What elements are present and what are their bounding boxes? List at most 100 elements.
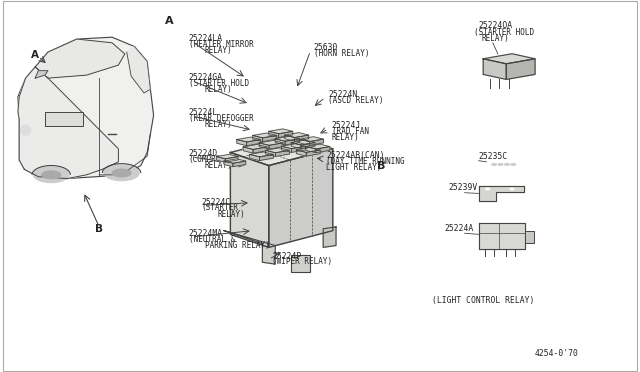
Polygon shape (306, 147, 316, 153)
Polygon shape (269, 129, 292, 134)
Ellipse shape (498, 163, 503, 166)
Polygon shape (306, 150, 320, 156)
Polygon shape (250, 154, 259, 161)
Text: LIGHT RELAY): LIGHT RELAY) (326, 163, 382, 172)
Polygon shape (296, 147, 320, 153)
Text: (HEATER MIRROR: (HEATER MIRROR (189, 39, 253, 48)
Text: 25224J: 25224J (332, 121, 361, 130)
Text: 25224GA: 25224GA (189, 73, 223, 82)
Text: (WIPER RELAY): (WIPER RELAY) (272, 257, 332, 266)
Polygon shape (224, 231, 275, 264)
Polygon shape (259, 154, 273, 161)
Text: 25224MA: 25224MA (189, 229, 223, 238)
Polygon shape (35, 71, 48, 78)
Polygon shape (296, 150, 306, 156)
Ellipse shape (492, 163, 497, 166)
Polygon shape (259, 140, 283, 145)
Text: (NEUTRAL &: (NEUTRAL & (189, 235, 235, 244)
Text: 25224C: 25224C (202, 198, 231, 206)
Text: (LIGHT CONTROL RELAY): (LIGHT CONTROL RELAY) (432, 296, 534, 305)
Polygon shape (266, 150, 275, 157)
Ellipse shape (104, 165, 140, 181)
Text: 25224P: 25224P (272, 251, 301, 260)
Polygon shape (243, 144, 267, 150)
Polygon shape (291, 142, 301, 149)
Text: RELAY): RELAY) (332, 133, 359, 142)
Polygon shape (483, 54, 535, 64)
Text: (DAY TIME RUNNING: (DAY TIME RUNNING (326, 157, 405, 166)
Polygon shape (306, 144, 330, 149)
Text: PARKING RELAY): PARKING RELAY) (205, 241, 269, 250)
Polygon shape (216, 157, 225, 162)
Polygon shape (479, 223, 525, 249)
Text: B: B (95, 224, 103, 234)
Text: RELAY): RELAY) (205, 85, 232, 94)
Ellipse shape (504, 163, 509, 166)
Polygon shape (269, 131, 278, 138)
Polygon shape (483, 59, 506, 79)
Polygon shape (230, 153, 269, 247)
Polygon shape (275, 139, 285, 145)
Polygon shape (224, 161, 233, 167)
Text: 25235C: 25235C (479, 152, 508, 161)
Polygon shape (18, 37, 154, 179)
Polygon shape (225, 157, 238, 162)
Polygon shape (316, 147, 330, 153)
Text: 25224L: 25224L (189, 108, 218, 117)
Polygon shape (282, 146, 291, 153)
Polygon shape (266, 148, 289, 153)
Ellipse shape (486, 188, 490, 190)
Polygon shape (246, 140, 260, 146)
Text: 25224AB(CAN): 25224AB(CAN) (326, 151, 385, 160)
Polygon shape (323, 227, 336, 247)
Polygon shape (259, 143, 269, 149)
Polygon shape (301, 142, 315, 149)
Polygon shape (309, 139, 323, 145)
Polygon shape (278, 131, 292, 138)
Polygon shape (233, 161, 246, 167)
Text: A: A (31, 49, 39, 60)
Polygon shape (250, 152, 273, 157)
Polygon shape (216, 154, 238, 159)
Text: (HORN RELAY): (HORN RELAY) (314, 49, 369, 58)
Ellipse shape (42, 171, 61, 179)
Text: RELAY): RELAY) (205, 46, 232, 55)
Polygon shape (243, 147, 253, 153)
Polygon shape (230, 136, 333, 166)
Text: B: B (376, 161, 385, 171)
Text: 25224OA: 25224OA (479, 21, 513, 30)
Polygon shape (506, 59, 535, 79)
Text: 25224D: 25224D (189, 149, 218, 158)
Polygon shape (269, 149, 333, 247)
Polygon shape (294, 135, 308, 141)
Polygon shape (18, 67, 118, 179)
Ellipse shape (34, 167, 69, 183)
Text: (ASCD RELAY): (ASCD RELAY) (328, 96, 384, 105)
Polygon shape (35, 39, 125, 78)
Polygon shape (262, 135, 276, 142)
Ellipse shape (112, 169, 131, 177)
Text: (COMPRESSOR: (COMPRESSOR (189, 155, 239, 164)
Polygon shape (127, 46, 150, 93)
Polygon shape (479, 186, 524, 201)
Polygon shape (275, 136, 299, 141)
Polygon shape (291, 140, 315, 145)
Text: (STARTER HOLD: (STARTER HOLD (474, 28, 534, 36)
Text: (STARTER HOLD: (STARTER HOLD (189, 78, 249, 87)
Bar (45, 112, 83, 126)
Polygon shape (269, 143, 283, 149)
Polygon shape (224, 159, 246, 163)
Polygon shape (253, 133, 276, 138)
Text: RELAY): RELAY) (205, 161, 232, 170)
Polygon shape (300, 137, 323, 142)
Polygon shape (285, 132, 308, 138)
Text: 25224LA: 25224LA (189, 34, 223, 43)
Text: 25224N: 25224N (328, 90, 358, 99)
Text: 25239V: 25239V (448, 183, 477, 192)
Polygon shape (291, 146, 305, 153)
Text: RELAY): RELAY) (481, 34, 509, 43)
Text: A: A (165, 16, 174, 26)
Polygon shape (285, 135, 294, 141)
Ellipse shape (511, 163, 516, 166)
Text: 25224A: 25224A (445, 224, 474, 233)
